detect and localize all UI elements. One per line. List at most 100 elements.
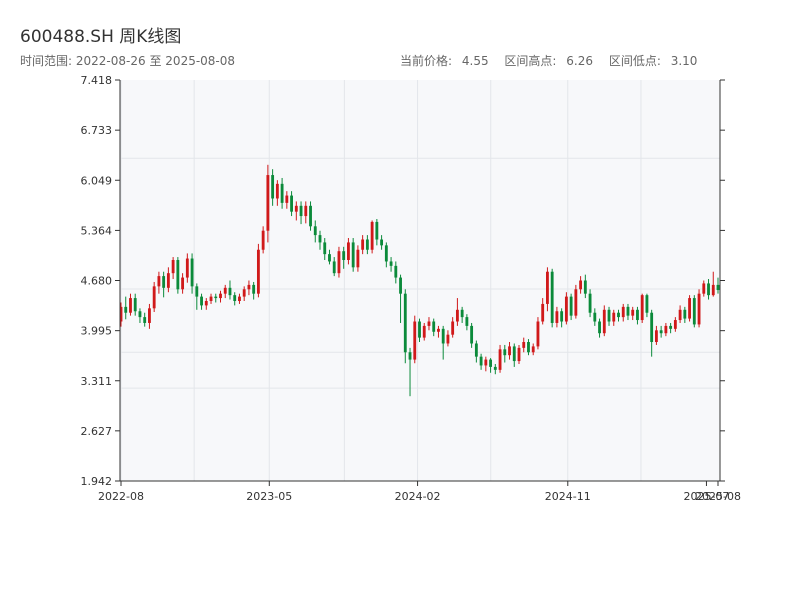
candle xyxy=(181,273,185,294)
candle xyxy=(683,306,687,323)
candle xyxy=(508,342,511,360)
x-axis-ticks: 2022-08 2023-05 2024-02 2024-11 2025-072025-… xyxy=(98,481,741,503)
candle xyxy=(242,286,246,302)
candle-body xyxy=(673,320,677,329)
candle xyxy=(569,293,573,321)
candle-body xyxy=(617,312,620,318)
candle xyxy=(347,238,350,265)
candle-body xyxy=(484,359,488,366)
candle xyxy=(484,356,488,372)
candle-body xyxy=(413,321,417,360)
candle-body xyxy=(640,295,644,321)
candle xyxy=(455,298,459,326)
candle xyxy=(190,253,194,294)
candle xyxy=(640,293,644,323)
candle xyxy=(162,271,166,298)
candle-body xyxy=(465,317,469,326)
candle xyxy=(527,339,530,356)
candle-body xyxy=(342,251,346,260)
candle xyxy=(214,293,218,303)
candle-body xyxy=(247,284,251,290)
candle-body xyxy=(688,298,691,319)
candle-body xyxy=(498,349,502,370)
candle-body xyxy=(162,276,166,288)
y-tick-label: 7.418 xyxy=(81,74,113,87)
candle-body xyxy=(508,346,511,356)
candle-body xyxy=(384,245,388,262)
candle xyxy=(275,180,279,206)
candle xyxy=(636,306,639,325)
candle xyxy=(370,220,374,254)
candle-body xyxy=(474,343,478,357)
grid-lines xyxy=(120,80,720,481)
candle xyxy=(266,164,270,243)
current-price-label: 当前价格: xyxy=(400,54,453,68)
candle xyxy=(522,337,526,353)
candle-body xyxy=(223,287,227,294)
candle xyxy=(560,308,564,328)
candle-body xyxy=(370,221,374,250)
candle-body xyxy=(361,239,365,250)
candle-body xyxy=(621,306,625,318)
candle-body xyxy=(560,311,564,322)
candle xyxy=(261,226,265,254)
candle xyxy=(517,344,521,364)
candle-body xyxy=(119,306,123,322)
candle xyxy=(579,276,583,294)
candle xyxy=(688,295,691,322)
candle xyxy=(583,274,587,299)
candle xyxy=(223,284,227,299)
candle xyxy=(252,281,256,300)
candle-body xyxy=(664,325,668,334)
candle-body xyxy=(441,328,445,344)
candle-body xyxy=(256,249,260,294)
candle xyxy=(654,325,658,345)
candle-body xyxy=(427,321,431,326)
candle xyxy=(631,306,635,321)
candle-body xyxy=(711,284,715,296)
candle-body xyxy=(645,295,649,313)
candle-body xyxy=(683,309,687,319)
candle-body xyxy=(602,309,606,334)
candle xyxy=(148,303,151,329)
candle xyxy=(290,191,293,217)
candle xyxy=(157,271,161,294)
candle xyxy=(546,267,549,312)
candle xyxy=(612,309,616,326)
candle xyxy=(588,289,592,318)
candle-body xyxy=(294,205,298,212)
candle-body xyxy=(418,321,421,338)
candle xyxy=(152,281,156,312)
candle-body xyxy=(527,342,530,353)
candle-body xyxy=(493,366,497,370)
candle-body xyxy=(214,296,218,299)
x-tick-label: 2024-02 xyxy=(395,490,441,503)
candle-body xyxy=(380,239,384,246)
price-stats: 当前价格: 4.55 区间高点: 6.26 区间低点: 3.10 xyxy=(400,52,709,69)
candle-body xyxy=(451,321,455,335)
candle-body xyxy=(190,258,194,287)
y-tick-label: 6.049 xyxy=(81,174,113,187)
candle-body xyxy=(574,289,578,316)
candle xyxy=(384,242,388,268)
candle xyxy=(465,314,469,331)
candle-body xyxy=(598,321,601,334)
candle-body xyxy=(437,328,440,332)
candle-body xyxy=(133,298,137,312)
candle xyxy=(299,201,303,225)
candle xyxy=(166,267,170,293)
candle-body xyxy=(285,195,289,203)
candle xyxy=(555,306,559,328)
candle xyxy=(124,296,128,320)
candle xyxy=(394,261,398,284)
x-tick-label: 2025-08 xyxy=(695,490,741,503)
candle xyxy=(607,306,611,326)
candle xyxy=(692,295,696,328)
candle xyxy=(479,353,483,370)
time-range-sep: 至 xyxy=(149,54,162,68)
candle-body xyxy=(716,284,720,291)
y-tick-label: 2.627 xyxy=(81,425,113,438)
candle-body xyxy=(304,205,308,217)
y-tick-label: 1.942 xyxy=(81,475,113,488)
